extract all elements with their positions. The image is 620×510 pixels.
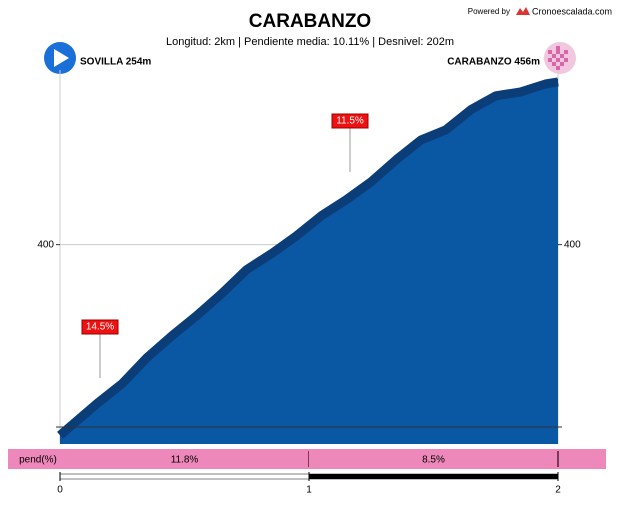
start-label: SOVILLA 254m (80, 57, 151, 68)
profile-line (57, 77, 559, 439)
gradient-value: 11.8% (171, 455, 199, 466)
km-bar (59, 473, 310, 480)
finish-icon (544, 42, 576, 74)
credit-prefix: Powered by (468, 7, 510, 16)
end-label: CARABANZO 456m (447, 57, 540, 68)
x-tick-label: 0 (57, 485, 63, 496)
annotation-box (331, 113, 369, 129)
y-tick-label: 400 (564, 239, 581, 250)
area (60, 78, 558, 445)
gradient-segment (60, 449, 309, 469)
chart-subtitle: Longitud: 2km | Pendiente media: 10.11% … (166, 36, 454, 48)
gradient-label: pend(%) (19, 455, 57, 466)
annotation: 14.5% (86, 322, 114, 333)
plot (57, 77, 559, 445)
x-tick-label: 1 (306, 485, 312, 496)
y-tick-label: 400 (37, 239, 54, 250)
credit: Cronoescalada.com (532, 6, 612, 16)
gradient-value: 8.5% (422, 455, 445, 466)
annotation: 11.5% (336, 116, 364, 127)
chart-title: CARABANZO (249, 11, 371, 32)
start-icon (44, 42, 76, 74)
gradient-segment (309, 449, 558, 469)
annotation-box (81, 319, 119, 335)
km-bar (308, 473, 559, 480)
credit-logo (516, 7, 530, 15)
x-tick-label: 2 (555, 485, 561, 496)
